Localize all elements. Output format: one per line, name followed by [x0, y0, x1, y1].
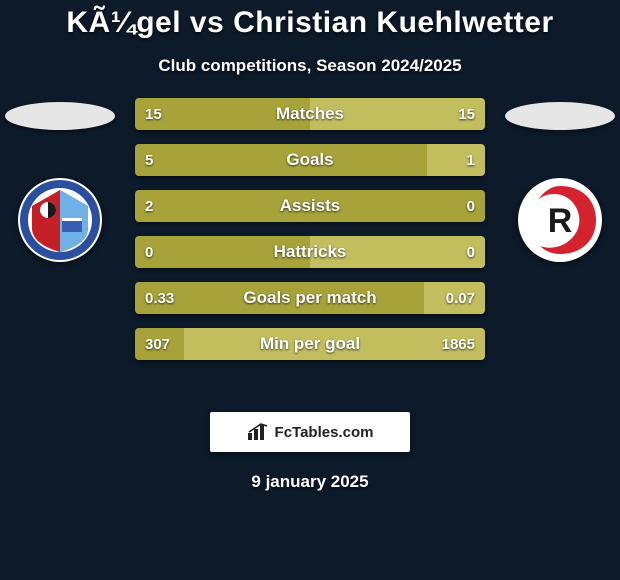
stat-bar-fill: [135, 144, 485, 176]
stat-bar-fill: [135, 98, 485, 130]
left-team-form-ellipse: [5, 102, 115, 130]
page-title: KÃ¼gel vs Christian Kuehlwetter: [0, 6, 620, 40]
stat-bars: Matches1515 Goals51 Assists20 Hattricks00 Go…: [135, 98, 485, 374]
regensburg-crest-icon: R: [518, 178, 602, 262]
stat-bar-right-segment: [310, 98, 485, 130]
right-team-badge: R: [518, 178, 602, 262]
fctables-logo-icon: [247, 423, 269, 441]
stat-bar-right-segment: [424, 282, 485, 314]
stat-bar-row: Goals per match0.330.07: [135, 282, 485, 314]
stat-bar-left-segment: [135, 98, 310, 130]
unterhaching-crest-icon: [18, 178, 102, 262]
left-team-badge: [18, 178, 102, 262]
stat-bar-row: Assists20: [135, 190, 485, 222]
stat-bar-left-segment: [135, 190, 485, 222]
source-badge: FcTables.com: [210, 412, 410, 452]
page-subtitle: Club competitions, Season 2024/2025: [0, 56, 620, 76]
stat-bar-row: Goals51: [135, 144, 485, 176]
stat-bar-left-segment: [135, 144, 427, 176]
stat-bar-row: Hattricks00: [135, 236, 485, 268]
svg-text:R: R: [548, 202, 573, 240]
comparison-infographic: KÃ¼gel vs Christian Kuehlwetter Club com…: [0, 0, 620, 580]
stat-bar-right-segment: [427, 144, 485, 176]
stat-bar-right-segment: [184, 328, 485, 360]
stat-bar-fill: [135, 236, 485, 268]
stat-bar-right-segment: [310, 236, 485, 268]
stat-bar-fill: [135, 328, 485, 360]
stat-bar-fill: [135, 282, 485, 314]
right-team-form-ellipse: [505, 102, 615, 130]
stat-bar-row: Matches1515: [135, 98, 485, 130]
right-team-column: R: [500, 98, 620, 262]
stat-bar-left-segment: [135, 282, 424, 314]
stat-bar-left-segment: [135, 236, 310, 268]
source-label: FcTables.com: [275, 424, 374, 441]
comparison-content: R Matches1515 Goals51 Assists20 Hattricks00…: [0, 98, 620, 398]
stat-bar-fill: [135, 190, 485, 222]
left-team-column: [0, 98, 120, 262]
infographic-date: 9 january 2025: [0, 472, 620, 492]
stat-bar-row: Min per goal3071865: [135, 328, 485, 360]
stat-bar-left-segment: [135, 328, 184, 360]
